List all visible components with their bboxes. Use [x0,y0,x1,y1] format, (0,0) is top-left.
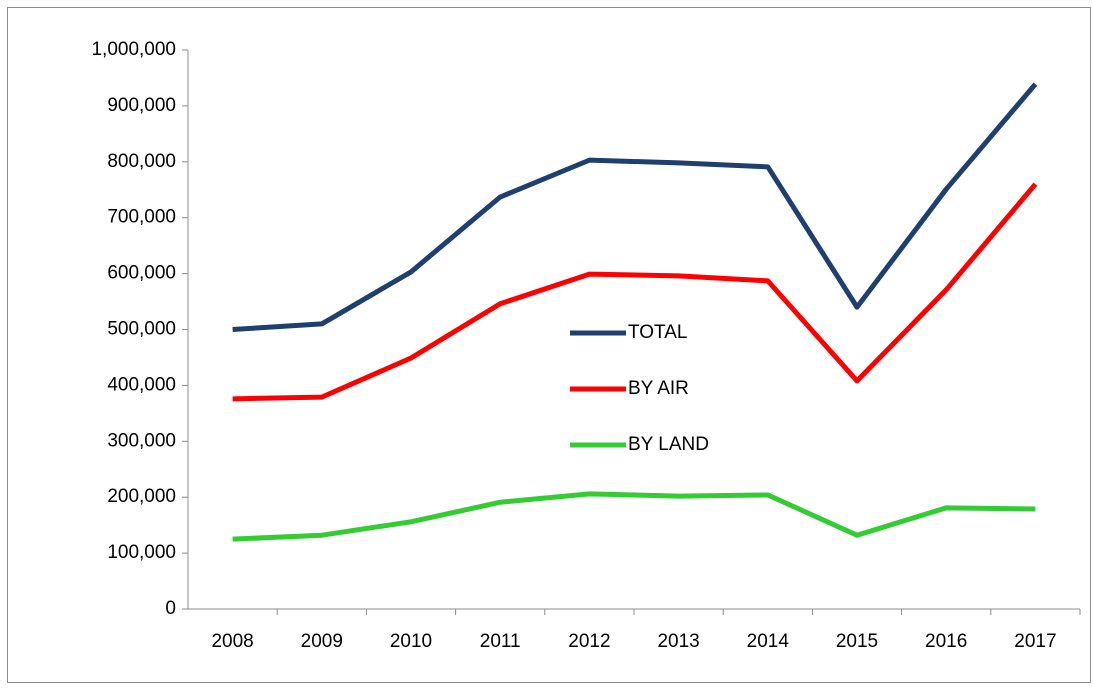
x-tick-label: 2014 [747,631,790,652]
x-tick-label: 2011 [480,631,521,652]
legend-label: BY AIR [628,378,689,399]
series-line [232,491,1036,542]
series-line [232,82,1038,332]
y-tick-label: 100,000 [107,542,176,563]
x-tick-label: 2009 [301,631,343,652]
x-tick-label: 2016 [925,631,967,652]
y-tick-label: 500,000 [107,319,176,340]
x-tick-label: 2013 [657,631,699,652]
y-tick-label: 400,000 [107,374,176,395]
y-tick-label: 0 [165,598,176,619]
x-tick-label: 2012 [568,631,610,652]
x-tick-label: 2010 [390,631,432,652]
x-tick-label: 2008 [211,631,253,652]
x-tick-label: 2017 [1014,631,1056,652]
x-tick-label: 2015 [836,631,878,652]
legend-label: BY LAND [628,434,709,455]
legend-label: TOTAL [628,322,687,343]
y-tick-label: 300,000 [107,430,176,451]
y-tick-label: 600,000 [107,263,176,284]
y-tick-label: 1,000,000 [91,39,176,60]
y-tick-label: 800,000 [107,151,176,172]
y-tick-label: 700,000 [107,207,176,228]
y-tick-label: 200,000 [107,486,176,507]
series-line [232,182,1038,402]
y-tick-label: 900,000 [107,95,176,116]
